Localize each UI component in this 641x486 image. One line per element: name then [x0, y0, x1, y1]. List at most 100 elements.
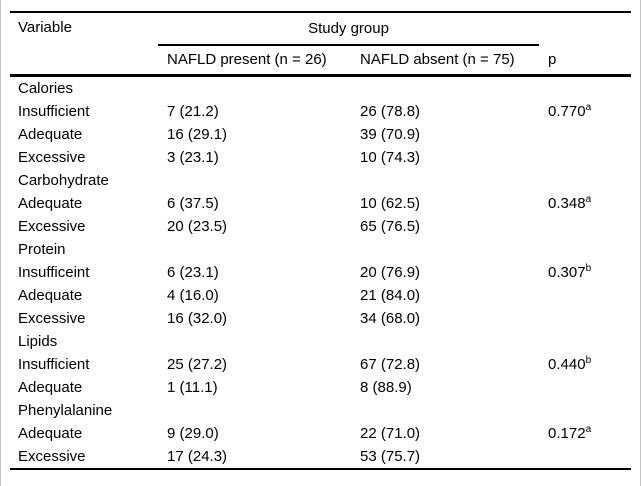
p-value-cell: [539, 399, 631, 422]
nafld-present-value-cell: 17 (24.3): [167, 447, 228, 465]
study-group-header: Study group: [158, 12, 540, 46]
study-group-table: Variable Study group NAFLD present (n = …: [10, 11, 632, 470]
p-value-cell: 0.307b: [548, 262, 592, 281]
nafld-absent-value-cell: 21 (84.0): [360, 286, 421, 304]
nafld-absent-value-cell: 20 (76.9): [360, 263, 421, 281]
nafld-absent-value-cell: 22 (71.0): [360, 424, 421, 442]
table-row: Excessive 3 (23.1) 10 (74.3): [10, 146, 631, 169]
table-row: Insufficeint 6 (23.1) 20 (76.9) 0.307b: [10, 261, 631, 284]
nafld-present-value-cell: 25 (27.2): [167, 355, 228, 373]
nafld-absent-column-header: NAFLD absent (n = 75): [360, 51, 515, 68]
nafld-present-value-cell: [158, 169, 351, 192]
nafld-absent-value-cell: 10 (74.3): [360, 148, 421, 166]
category-label-cell: Lipids: [18, 332, 58, 350]
nafld-present-value-cell: 16 (32.0): [167, 309, 228, 327]
table-row: Adequate 1 (11.1) 8 (88.9): [10, 376, 631, 399]
nafld-absent-value-cell: 65 (76.5): [360, 217, 421, 235]
nafld-absent-value-cell: 10 (62.5): [360, 194, 421, 212]
variable-column-header: Variable: [18, 19, 72, 36]
category-label-cell: Protein: [18, 240, 66, 258]
p-value-cell: [539, 376, 631, 399]
p-value-superscript: b: [585, 354, 592, 366]
nafld-present-value-cell: 16 (29.1): [167, 125, 228, 143]
variable-label-cell: Excessive: [18, 447, 86, 465]
group-header-row: Variable Study group: [10, 12, 631, 46]
nafld-present-value-cell: [158, 76, 351, 101]
variable-label-cell: Adequate: [18, 194, 83, 212]
table-row: Adequate 6 (37.5) 10 (62.5) 0.348a: [10, 192, 631, 215]
subheader-row: NAFLD present (n = 26) NAFLD absent (n =…: [10, 45, 632, 76]
nafld-absent-value-cell: 67 (72.8): [360, 355, 421, 373]
nafld-present-value-cell: [158, 330, 351, 353]
p-header-spacer: [539, 12, 631, 45]
nafld-present-value-cell: 4 (16.0): [167, 286, 219, 304]
nafld-absent-value-cell: 39 (70.9): [360, 125, 421, 143]
category-label-cell: Calories: [18, 79, 74, 97]
category-label-cell: Carbohydrate: [18, 171, 109, 189]
nafld-absent-value-cell: [351, 330, 539, 353]
nafld-present-value-cell: 9 (29.0): [167, 424, 219, 442]
p-value-cell: [539, 123, 631, 146]
variable-label-cell: Excessive: [18, 217, 86, 235]
category-label-cell: Phenylalanine: [18, 401, 113, 419]
p-value-cell: [539, 445, 631, 469]
category-row: Calories: [10, 76, 631, 101]
variable-label-cell: Insufficient: [18, 355, 90, 373]
nafld-present-column-header: NAFLD present (n = 26): [167, 51, 327, 68]
p-value-superscript: a: [585, 101, 592, 113]
category-row: Lipids: [10, 330, 631, 353]
study-table-container: Variable Study group NAFLD present (n = …: [10, 11, 632, 470]
category-row: Phenylalanine: [10, 399, 631, 422]
p-value-cell: [539, 169, 631, 192]
p-value-superscript: a: [585, 423, 592, 435]
variable-label-cell: Adequate: [18, 424, 83, 442]
nafld-absent-value-cell: 26 (78.8): [360, 102, 421, 120]
nafld-absent-value-cell: [351, 169, 539, 192]
p-column-header: p: [548, 50, 557, 68]
table-row: Insufficient 25 (27.2) 67 (72.8) 0.440b: [10, 353, 631, 376]
nafld-present-value-cell: 3 (23.1): [167, 148, 219, 166]
table-row: Excessive 20 (23.5) 65 (76.5): [10, 215, 631, 238]
variable-label-cell: Insufficeint: [18, 263, 90, 281]
p-value-cell: [539, 238, 631, 261]
variable-label-cell: Insufficient: [18, 102, 90, 120]
nafld-present-value-cell: [158, 399, 351, 422]
category-row: Carbohydrate: [10, 169, 631, 192]
variable-label-cell: Excessive: [18, 309, 86, 327]
variable-label-cell: Adequate: [18, 378, 83, 396]
variable-label-cell: Adequate: [18, 286, 83, 304]
p-value-cell: [539, 284, 631, 307]
nafld-present-value-cell: [158, 238, 351, 261]
table-row: Excessive 17 (24.3) 53 (75.7): [10, 445, 631, 469]
p-value-cell: 0.770a: [548, 101, 592, 120]
table-row: Adequate 9 (29.0) 22 (71.0) 0.172a: [10, 422, 631, 445]
table-row: Adequate 16 (29.1) 39 (70.9): [10, 123, 631, 146]
table-row: Excessive 16 (32.0) 34 (68.0): [10, 307, 631, 330]
category-row: Protein: [10, 238, 631, 261]
nafld-present-value-cell: 20 (23.5): [167, 217, 228, 235]
nafld-absent-value-cell: 8 (88.9): [360, 378, 412, 396]
nafld-absent-value-cell: [351, 399, 539, 422]
variable-label-cell: Excessive: [18, 148, 86, 166]
p-value-cell: [539, 215, 631, 238]
variable-label-cell: Adequate: [18, 125, 83, 143]
table-row: Insufficient 7 (21.2) 26 (78.8) 0.770a: [10, 100, 631, 123]
p-value-cell: [539, 76, 631, 101]
table-row: Adequate 4 (16.0) 21 (84.0): [10, 284, 631, 307]
p-value-cell: 0.348a: [548, 193, 592, 212]
nafld-present-value-cell: 1 (11.1): [167, 378, 218, 396]
nafld-absent-value-cell: 53 (75.7): [360, 447, 421, 465]
p-value-cell: [539, 330, 631, 353]
nafld-absent-value-cell: [351, 76, 539, 101]
table-header: Variable Study group NAFLD present (n = …: [10, 12, 632, 76]
nafld-present-value-cell: 6 (23.1): [167, 263, 219, 281]
nafld-absent-value-cell: 34 (68.0): [360, 309, 421, 327]
p-value-superscript: b: [585, 262, 592, 274]
table-body: Calories Insufficient 7 (21.2) 26 (78.8) 0.7…: [10, 76, 631, 470]
p-value-cell: 0.172a: [548, 423, 592, 442]
nafld-present-value-cell: 6 (37.5): [167, 194, 219, 212]
p-value-cell: 0.440b: [548, 354, 592, 373]
nafld-present-value-cell: 7 (21.2): [167, 102, 219, 120]
p-value-cell: [539, 307, 631, 330]
